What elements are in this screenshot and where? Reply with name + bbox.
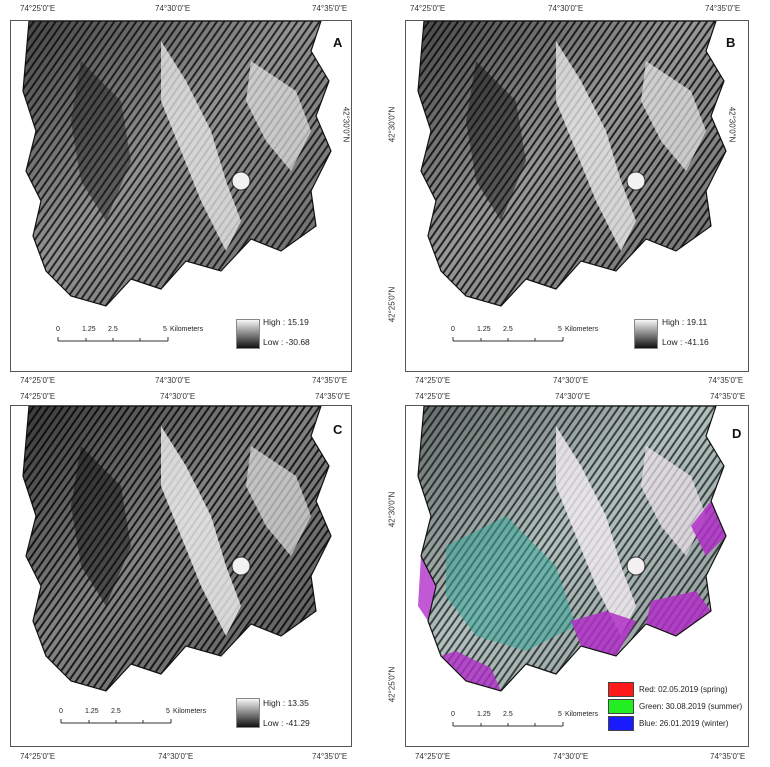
scale-label-0: 0 (451, 711, 455, 718)
scale-label-0: 0 (56, 326, 60, 333)
scale-unit: Kilometers (173, 708, 207, 715)
lon-label-bottom-left-a: 74°25'0"E (20, 376, 56, 385)
terrain-relief-c (22, 406, 332, 692)
terrain-rgb-composite-d (417, 406, 727, 692)
scale-unit: Kilometers (565, 711, 599, 718)
lon-label-top-right-a: 74°35'0"E (312, 4, 348, 13)
terrain-relief-b (417, 21, 727, 307)
legend-red-label: Red: 02.05.2019 (spring) (639, 685, 728, 694)
lon-label-bottom-left-d: 74°25'0"E (415, 752, 451, 761)
scale-bar-line-b (452, 337, 564, 342)
scale-bar-b: 0 1.25 2.5 5 Kilometers (451, 326, 611, 344)
lon-label-bottom-mid-a: 74°30'0"E (155, 376, 191, 385)
scale-label-2-5: 2.5 (503, 326, 513, 333)
lon-label-bottom-right-a: 74°35'0"E (312, 376, 348, 385)
scale-bar-line-a (57, 337, 169, 342)
scale-label-5: 5 (166, 708, 170, 715)
map-panel-c: C 0 1.25 2.5 5 Kilometers High : 13.35 L… (10, 405, 352, 747)
low-value-b: Low : -41.16 (662, 337, 709, 347)
rgb-band-legend: Red: 02.05.2019 (spring) Green: 30.08.20… (608, 681, 742, 732)
scale-label-5: 5 (163, 326, 167, 333)
scale-label-0: 0 (59, 708, 63, 715)
low-value-c: Low : -41.29 (263, 718, 310, 728)
lon-label-top-right-d: 74°35'0"E (710, 392, 746, 401)
panel-letter-d: D (732, 426, 742, 441)
legend-green-label: Green: 30.08.2019 (summer) (639, 702, 743, 711)
lat-label-lower-left-b: 42°25'0"N (387, 286, 397, 323)
lon-label-top-right-c: 74°35'0"E (315, 392, 351, 401)
panel-letter-c: C (333, 422, 343, 437)
lat-label-upper-left-b: 42°30'0"N (387, 106, 397, 143)
panel-letter-a: A (333, 35, 343, 50)
intensity-color-ramp-c (236, 698, 260, 728)
scale-label-2-5: 2.5 (503, 711, 513, 718)
scale-bar-c: 0 1.25 2.5 5 Kilometers (59, 708, 219, 726)
lon-label-top-mid-c: 74°30'0"E (160, 392, 196, 401)
lon-label-top-mid-b: 74°30'0"E (548, 4, 584, 13)
lon-label-bottom-right-b: 74°35'0"E (708, 376, 744, 385)
scale-label-1-25: 1.25 (85, 708, 99, 715)
scale-bar-a: 0 1.25 2.5 5 Kilometers (56, 326, 216, 344)
lon-label-top-left-c: 74°25'0"E (20, 392, 56, 401)
scale-bar-line-d (452, 722, 564, 727)
legend-row-red: Red: 02.05.2019 (spring) (608, 681, 742, 698)
lon-label-bottom-right-d: 74°35'0"E (710, 752, 746, 761)
high-value-c: High : 13.35 (263, 698, 309, 708)
lon-label-bottom-mid-c: 74°30'0"E (158, 752, 194, 761)
scale-label-1-25: 1.25 (82, 326, 96, 333)
legend-row-green: Green: 30.08.2019 (summer) (608, 698, 742, 715)
scale-unit: Kilometers (170, 326, 204, 333)
lon-label-top-left-d: 74°25'0"E (415, 392, 451, 401)
lon-label-bottom-left-c: 74°25'0"E (20, 752, 56, 761)
lat-label-upper-right-b: 42°30'0"N (727, 106, 737, 143)
green-swatch (608, 699, 634, 714)
scale-unit: Kilometers (565, 326, 599, 333)
scale-bar-line-c (60, 719, 172, 724)
legend-row-blue: Blue: 26.01.2019 (winter) (608, 715, 742, 732)
red-swatch (608, 682, 634, 697)
scale-label-2-5: 2.5 (108, 326, 118, 333)
scale-label-5: 5 (558, 326, 562, 333)
scale-bar-d: 0 1.25 2.5 5 Kilometers (451, 711, 611, 729)
legend-blue-label: Blue: 26.01.2019 (winter) (639, 719, 729, 728)
scale-label-1-25: 1.25 (477, 711, 491, 718)
map-panel-d: D 0 1.25 2.5 5 Kilometers Red: 02.05.201… (405, 405, 749, 747)
scale-label-2-5: 2.5 (111, 708, 121, 715)
blue-swatch (608, 716, 634, 731)
intensity-color-ramp-b (634, 319, 658, 349)
lon-label-bottom-mid-d: 74°30'0"E (553, 752, 589, 761)
terrain-relief-a (22, 21, 332, 307)
scale-label-1-25: 1.25 (477, 326, 491, 333)
lon-label-bottom-left-b: 74°25'0"E (415, 376, 451, 385)
lon-label-bottom-mid-b: 74°30'0"E (553, 376, 589, 385)
lat-label-upper-left-d: 42°30'0"N (387, 491, 397, 528)
low-value-a: Low : -30.68 (263, 337, 310, 347)
lat-label-lower-left-d: 42°25'0"N (387, 666, 397, 703)
intensity-color-ramp-a (236, 319, 260, 349)
high-value-b: High : 19.11 (662, 317, 708, 327)
lon-label-bottom-right-c: 74°35'0"E (312, 752, 348, 761)
map-panel-b: B 0 1.25 2.5 5 Kilometers High : 19.11 L… (405, 20, 749, 372)
lon-label-top-right-b: 74°35'0"E (705, 4, 741, 13)
lon-label-top-left-b: 74°25'0"E (410, 4, 446, 13)
lon-label-top-left-a: 74°25'0"E (20, 4, 56, 13)
lat-label-upper-right-a: 42°30'0"N (341, 106, 351, 143)
high-value-a: High : 15.19 (263, 317, 309, 327)
panel-letter-b: B (726, 35, 736, 50)
scale-label-0: 0 (451, 326, 455, 333)
lon-label-top-mid-d: 74°30'0"E (555, 392, 591, 401)
map-panel-a: A 0 1.25 2.5 5 Kilometers High : 15.19 L… (10, 20, 352, 372)
scale-label-5: 5 (558, 711, 562, 718)
lon-label-top-mid-a: 74°30'0"E (155, 4, 191, 13)
